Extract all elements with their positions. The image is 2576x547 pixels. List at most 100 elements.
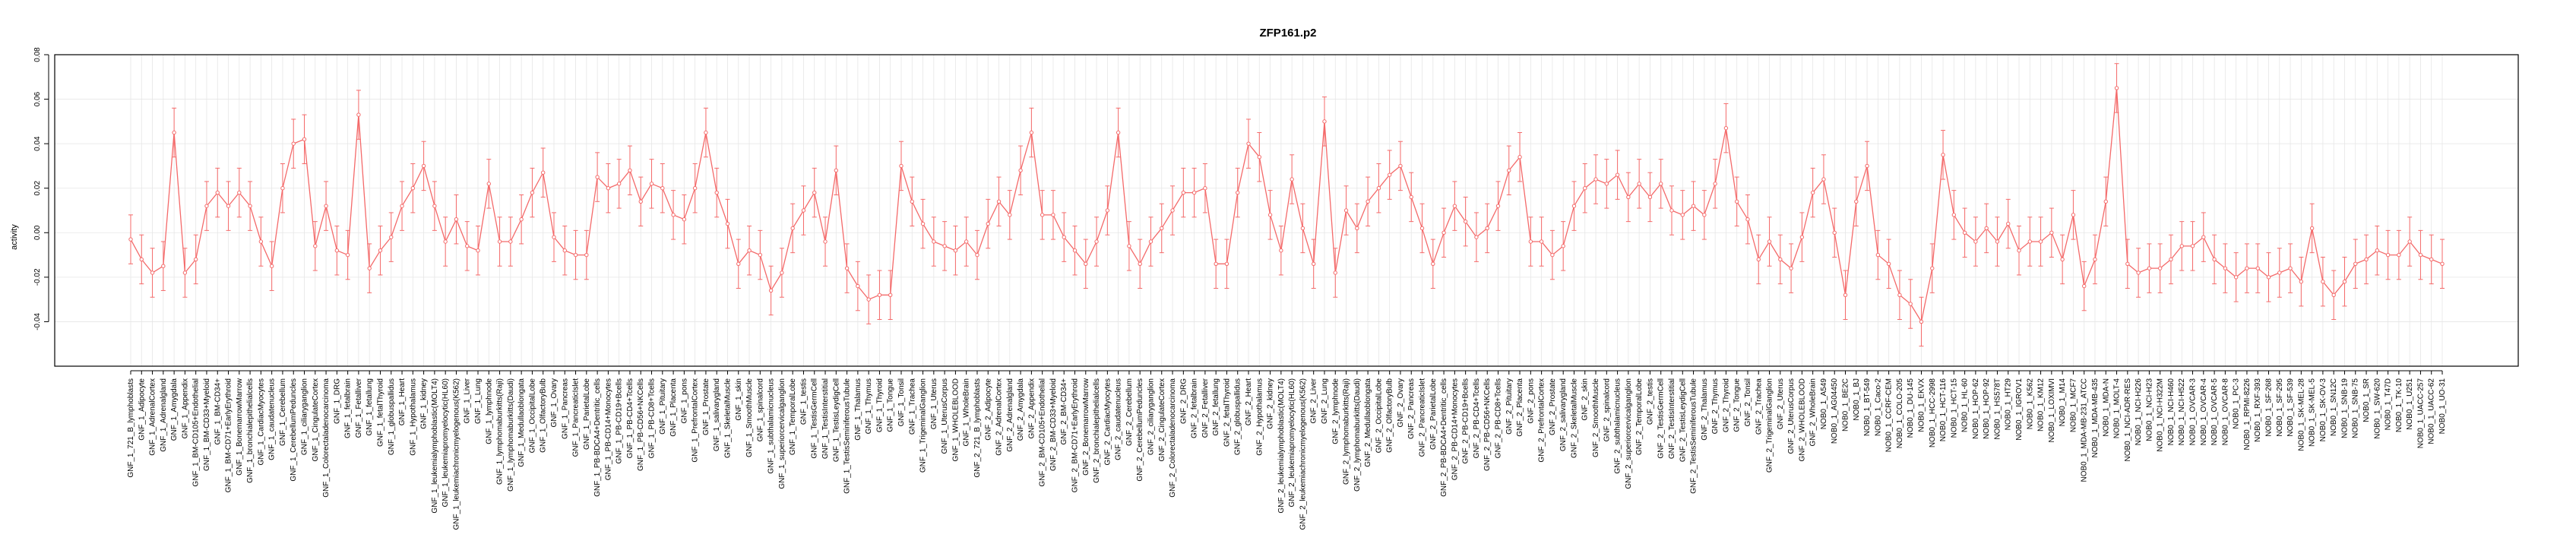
data-point — [1203, 186, 1207, 191]
x-tick-label: GNF_2_pons — [1527, 378, 1535, 423]
data-point — [1561, 244, 1565, 248]
x-tick-label: GNF_1_BM-CD71+EarlyErythroid — [225, 378, 233, 492]
x-tick-label: GNF_1_leukemiachronicmyelogenous(K562) — [452, 378, 460, 530]
x-tick-label: GNF_2_BonemarrowMarrow — [1082, 378, 1090, 476]
data-point — [2049, 230, 2054, 235]
x-tick-label: GNF_1_PB-BDCA4+Dentritic_cells — [593, 378, 602, 497]
x-tick-label: GNF_1_Appendix — [181, 378, 189, 439]
data-point — [1626, 194, 1631, 200]
y-tick-label: -0.04 — [33, 313, 42, 330]
data-point — [1919, 319, 1924, 324]
data-point — [888, 292, 893, 297]
data-point — [313, 244, 318, 248]
x-tick-label: GNF_2_Uterus — [1777, 378, 1785, 429]
data-point — [2385, 252, 2391, 258]
data-point — [1105, 208, 1110, 213]
x-tick-label: GNF_2_PrefrontalCortex — [1538, 378, 1546, 463]
data-point — [1040, 213, 1045, 217]
data-point — [606, 186, 611, 191]
x-tick-label: GNF_1_globuspallidus — [388, 378, 396, 455]
data-point — [910, 199, 914, 204]
x-tick-label: GNF_2_TestisLeydigCell — [1679, 378, 1687, 462]
x-tick-label: GNF_2_kidney — [1267, 378, 1275, 429]
x-tick-label: GNF_1_Colorectaladenocarcinoma — [322, 378, 331, 498]
x-tick-label: GNF_2_caudatenucleus — [1115, 378, 1123, 460]
data-point — [1419, 226, 1425, 231]
x-tick-label: GNF_2_PancreaticIslet — [1419, 378, 1427, 457]
data-point — [790, 226, 795, 231]
data-point — [1897, 292, 1902, 297]
x-tick-label: GNF_1_721_B_lymphoblasts — [127, 378, 135, 478]
x-tick-label: GNF_2_skin — [1581, 378, 1590, 421]
data-point — [2418, 252, 2423, 258]
x-tick-label: GNF_2_BM-CD105+Endothelial — [1039, 378, 1047, 487]
x-tick-label: NOB0_1_RPMI-8226 — [2243, 378, 2252, 451]
x-tick-layer: GNF_1_721_B_lymphoblasts GNF_1_Adipocyte G… — [127, 371, 2447, 530]
x-tick-label: GNF_1_Placenta — [669, 378, 678, 437]
x-tick-label: GNF_1_BM-CD34+ — [214, 378, 222, 445]
x-tick-label: GNF_2_TrigeminalGanglion — [1766, 378, 1774, 473]
x-tick-label: GNF_1_Ovary — [550, 378, 559, 427]
x-tick-label: GNF_1_PB-CD19+Bcells — [616, 378, 624, 464]
data-point — [1550, 252, 1555, 258]
data-point — [1821, 177, 1826, 182]
data-point — [2309, 226, 2315, 231]
x-tick-label: NOB0_1_SF-268 — [2264, 378, 2273, 437]
data-point — [421, 163, 426, 169]
x-tick-label: GNF_1_lymphomaburkitts(Raji) — [496, 378, 505, 485]
data-point — [996, 199, 1002, 204]
x-tick-label: NOB0_1_COLO-205 — [1896, 378, 1904, 449]
data-point — [389, 235, 394, 239]
x-tick-label: GNF_2_subthalamicnucleus — [1614, 378, 1622, 474]
data-point — [1583, 186, 1587, 191]
x-tick-label: GNF_2_globuspallidus — [1234, 378, 1242, 455]
data-point — [2103, 199, 2108, 204]
data-point — [801, 208, 806, 213]
x-tick-label: GNF_2_Appendix — [1027, 378, 1036, 439]
x-tick-label: NOB0_1_HL-60 — [1961, 378, 1970, 433]
x-tick-label: NOB0_1_UACC-62 — [2428, 378, 2436, 444]
x-tick-label: GNF_1_lymphnode — [485, 378, 493, 444]
data-point — [1647, 194, 1653, 200]
x-tick-label: GNF_1_TestisGermCell — [811, 378, 819, 459]
data-point — [1257, 155, 1261, 160]
x-tick-label: GNF_1_lymphomaburkitts(Daudi) — [507, 378, 515, 492]
data-point — [204, 204, 209, 208]
x-tick-label: NOB0_1_HT29 — [2005, 378, 2013, 431]
x-tick-label: GNF_1_Pancreas — [561, 378, 569, 439]
data-point — [1713, 182, 1717, 186]
x-tick-label: NOB0_1_UACC-257 — [2416, 378, 2425, 449]
x-tick-label: NOB0_1_NCI-H460 — [2167, 378, 2176, 446]
data-point — [1387, 172, 1392, 177]
data-point — [497, 239, 502, 244]
data-point — [844, 266, 850, 270]
data-point — [649, 182, 654, 186]
x-tick-label: GNF_2_salivarygland — [1559, 378, 1568, 451]
x-tick-label: GNF_2_Hypothalamus — [1255, 378, 1264, 456]
x-tick-label: NOB0_1_AG04450 — [1831, 378, 1839, 444]
x-tick-label: NOB0_1_OVCAR-4 — [2200, 378, 2208, 446]
x-tick-label: GNF_1_spinalcord — [756, 378, 764, 441]
x-tick-label: GNF_1_Cerebellum — [279, 378, 287, 446]
data-point — [2288, 266, 2293, 270]
data-point — [616, 182, 622, 186]
x-tick-label: NOB0_1_BJ — [1853, 378, 1861, 421]
x-tick-label: NOB0_1_OVCAR-8 — [2221, 378, 2229, 446]
y-tick-label: 0.02 — [33, 181, 42, 196]
data-point — [1072, 248, 1078, 253]
x-tick-label: GNF_1_SmoothMuscle — [745, 378, 754, 457]
x-tick-label: NOB0_1_MDA-N — [2102, 378, 2110, 437]
x-tick-label: GNF_2_WholeBrain — [1809, 378, 1818, 446]
x-tick-label: GNF_2_Thyroid — [1722, 378, 1730, 432]
series-layer — [128, 63, 2445, 347]
x-tick-label: NOB0_1_NCI-ADR-RES — [2124, 378, 2132, 462]
data-point — [768, 288, 774, 293]
data-point — [1322, 119, 1327, 124]
data-point — [562, 248, 567, 253]
data-point — [953, 248, 958, 253]
data-point — [660, 186, 665, 191]
data-point — [161, 264, 166, 268]
x-tick-label: GNF_2_TestisInterstitial — [1668, 378, 1676, 459]
data-point — [2407, 239, 2412, 244]
x-tick-label: GNF_2_Medullaoblongata — [1364, 378, 1372, 467]
